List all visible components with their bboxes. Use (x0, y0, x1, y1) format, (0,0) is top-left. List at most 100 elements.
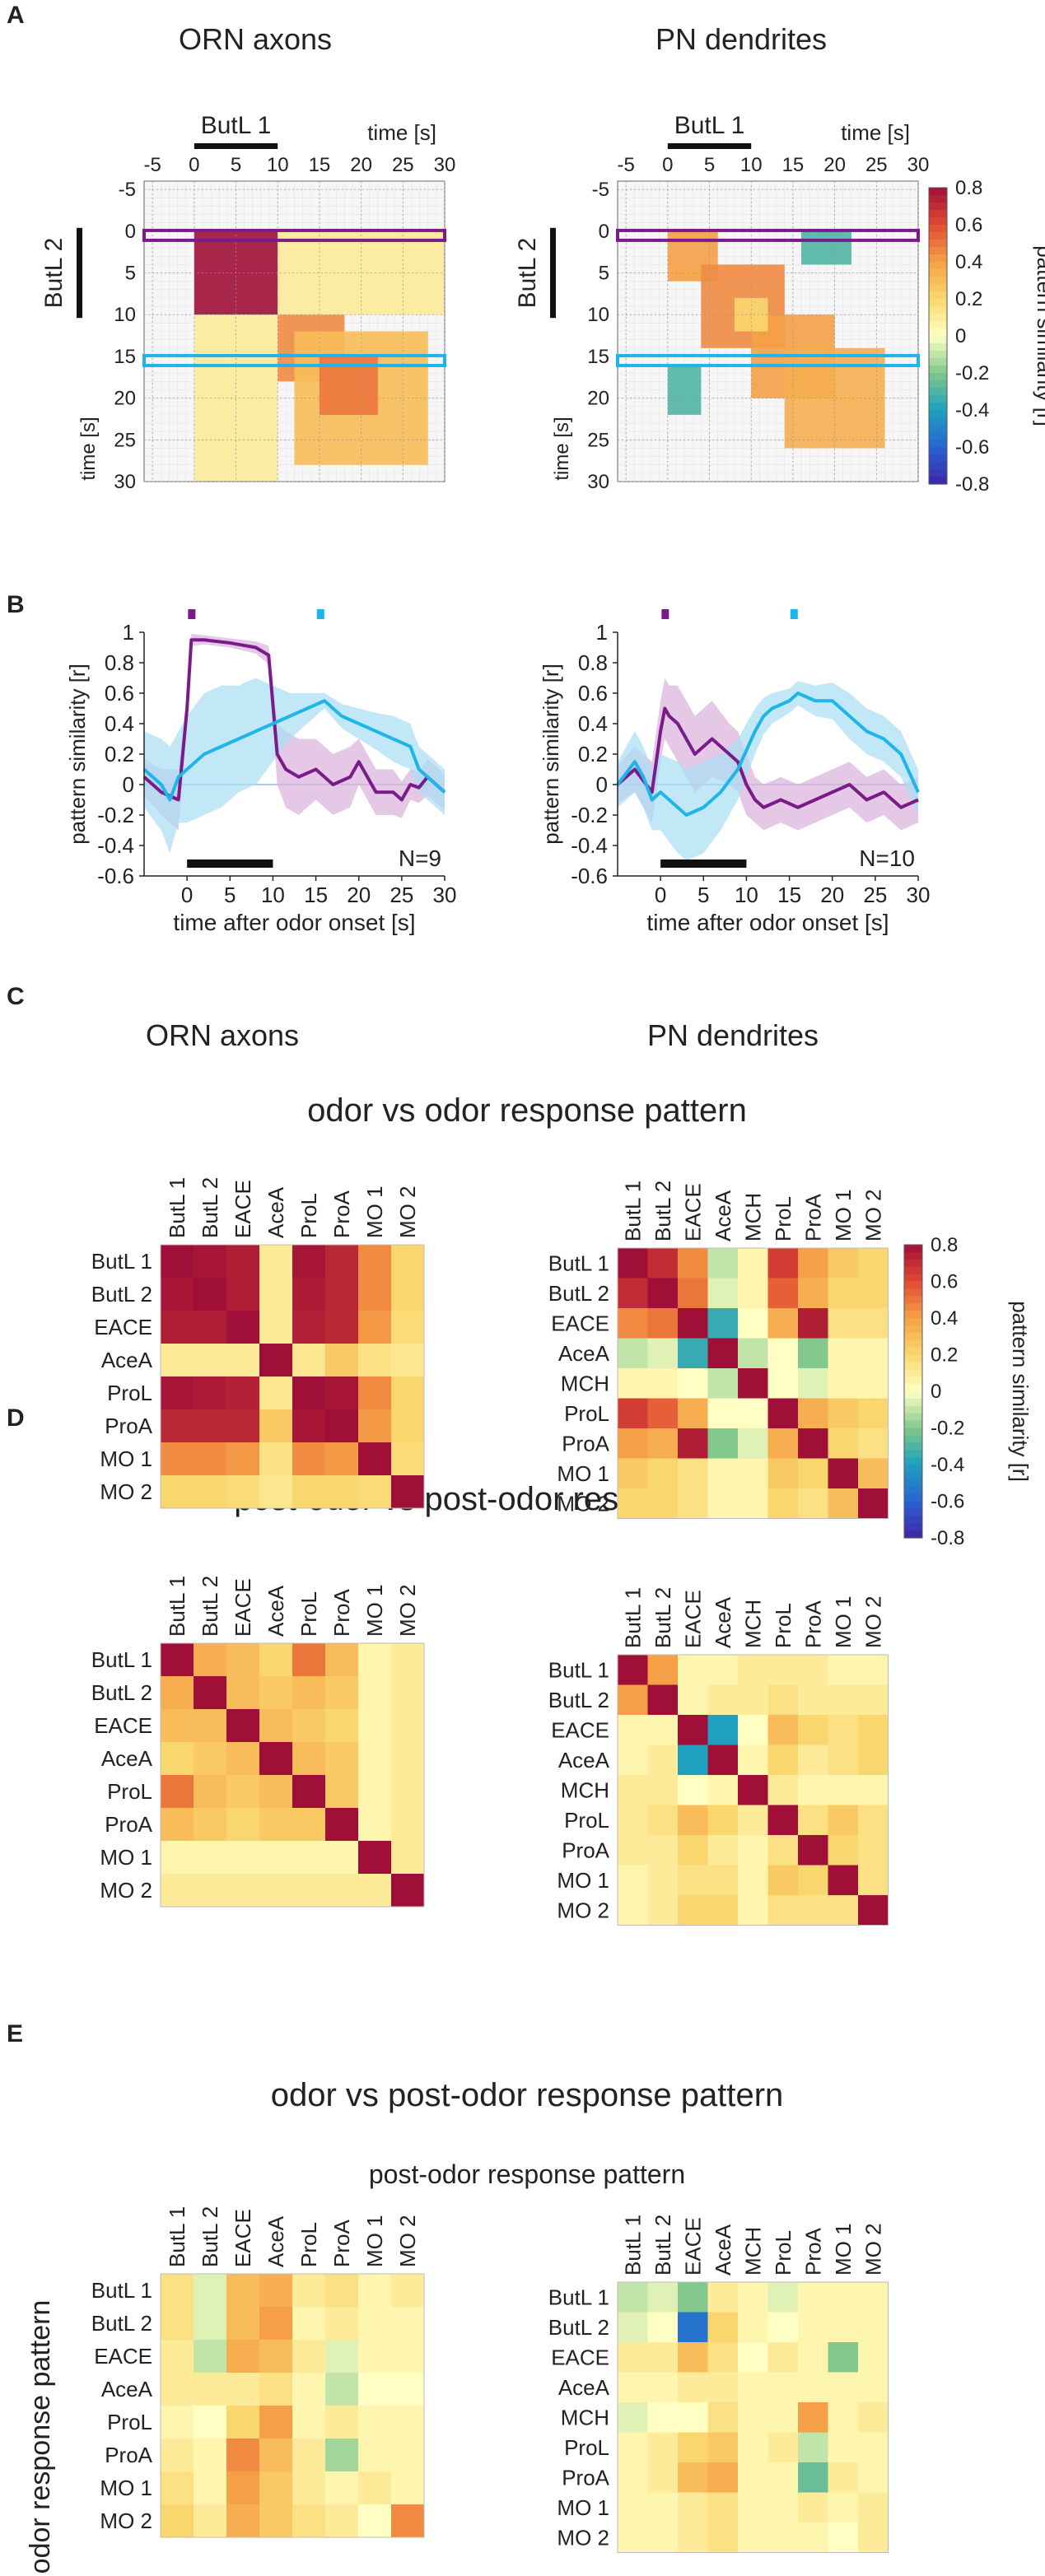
matrix-cell (738, 1248, 768, 1279)
matrix-c-orn: ButL 1 ButL 1 ButL 2 ButL 2 EACE EACE AceA AceA… (91, 1177, 425, 1509)
matrix-cell (259, 1311, 293, 1344)
matrix-frame (160, 1642, 425, 1908)
colorbar-segment (904, 1251, 922, 1260)
colorbar-segment (929, 454, 947, 463)
series-line-cyan (616, 692, 920, 817)
panel-label-c: C (7, 983, 25, 1010)
matrix-cell (707, 1775, 739, 1805)
colorbar-segment (904, 1332, 922, 1341)
matrix-cell (325, 1377, 359, 1410)
matrix-cell (358, 1245, 392, 1279)
matrix-cell (161, 1742, 194, 1776)
matrix-cell (707, 2372, 739, 2403)
matrix-cell (391, 1742, 425, 1776)
matrix-cell (647, 1248, 679, 1279)
matrix-cell (798, 1895, 828, 1926)
matrix-cell (618, 1745, 648, 1776)
colorbar-segment (904, 1405, 922, 1414)
y-tick-label: 5 (599, 263, 609, 285)
matrix-cell (292, 1475, 326, 1509)
matrix-cell (618, 2402, 648, 2433)
matrix-cell (292, 1775, 326, 1809)
matrix-cell (618, 1368, 648, 1399)
colorbar-segment (929, 462, 947, 470)
matrix-cell (325, 2307, 359, 2341)
matrix-cell (259, 2307, 293, 2341)
matrix-cell (707, 1745, 739, 1776)
matrix-cell (161, 1643, 194, 1677)
matrix-cell (391, 1475, 425, 1509)
title-pn-a: PN dendrites (655, 22, 827, 56)
matrix-cell (292, 2340, 326, 2373)
panel-label-b: B (7, 591, 25, 618)
y-tick-label: 30 (587, 471, 609, 493)
colorbar-segment (929, 306, 947, 314)
matrix-cell (828, 1308, 859, 1339)
colorbar-segment (929, 373, 947, 381)
column-label: MCH (740, 1600, 765, 1648)
colorbar-tick-label: -0.4 (931, 1454, 964, 1476)
matrix-cell (738, 1398, 768, 1429)
title-orn-c: ORN axons (146, 1018, 299, 1052)
matrix-cell (259, 1442, 293, 1476)
matrix-cell (259, 1278, 293, 1311)
matrix-cell (678, 1248, 708, 1279)
column-label: ProA (329, 2220, 354, 2267)
row-label: MCH (561, 1371, 609, 1395)
colorbar-tick-label: -0.2 (931, 1418, 964, 1440)
matrix-cell (194, 1742, 227, 1776)
matrix-cell (259, 1643, 293, 1677)
colorbar-frame (903, 1244, 923, 1539)
matrix-cell (798, 2492, 828, 2523)
stimulus-bar-x (194, 143, 278, 149)
matrix-cell (828, 1775, 859, 1805)
x-tick-label: 20 (347, 883, 371, 907)
matrix-cell (767, 1655, 799, 1685)
y-tick-label: 0 (599, 221, 609, 243)
matrix-cell (194, 1409, 227, 1443)
matrix-cell (325, 1245, 359, 1279)
y-tick-label: 15 (587, 346, 609, 368)
matrix-cell (647, 1684, 679, 1716)
matrix-cell (194, 1643, 227, 1677)
colorbar-segment (904, 1384, 922, 1392)
colorbar-tick-label: -0.6 (955, 436, 989, 459)
matrix-cell (798, 1655, 828, 1685)
column-label: AceA (711, 1190, 735, 1241)
matrix-cell (678, 1278, 708, 1309)
matrix-cell (798, 1684, 828, 1716)
matrix-cell (858, 1684, 889, 1716)
matrix-cell (647, 2342, 679, 2373)
row-label: MCH (561, 1777, 609, 1802)
colorbar-segment (904, 1465, 922, 1473)
colorbar-segment (929, 351, 947, 359)
matrix-cell (618, 1398, 648, 1429)
column-label: EACE (680, 1590, 705, 1648)
matrix-cell (647, 2522, 679, 2553)
column-label: MCH (740, 2227, 765, 2276)
x-tick-label: 10 (735, 883, 758, 907)
row-label: ButL 2 (91, 1680, 152, 1705)
y-tick-label: 0.8 (105, 650, 134, 675)
matrix-cell (798, 2462, 828, 2493)
ylabel-e: odor response pattern (25, 2300, 56, 2574)
matrix-cell (391, 1377, 425, 1410)
colorbar-segment (904, 1296, 922, 1304)
column-label: ProL (296, 2222, 321, 2267)
colorbar-segment (929, 262, 947, 270)
matrix-cell (325, 1676, 359, 1710)
highlight-row-cyan (142, 353, 446, 367)
matrix-cell (358, 2439, 392, 2472)
x-tick-label: 20 (350, 154, 372, 176)
matrix-cell (707, 1398, 739, 1429)
x-tick-label: 30 (907, 883, 931, 907)
matrix-cell (161, 2504, 194, 2538)
matrix-cell (161, 1874, 194, 1908)
matrix-cell (738, 2312, 768, 2343)
matrix-cell (647, 1775, 679, 1805)
matrix-cell (858, 1835, 889, 1866)
matrix-cell (798, 2342, 828, 2373)
matrix-cell (767, 2342, 799, 2373)
matrix-cell (828, 1865, 859, 1896)
matrix-cell (738, 1684, 768, 1716)
